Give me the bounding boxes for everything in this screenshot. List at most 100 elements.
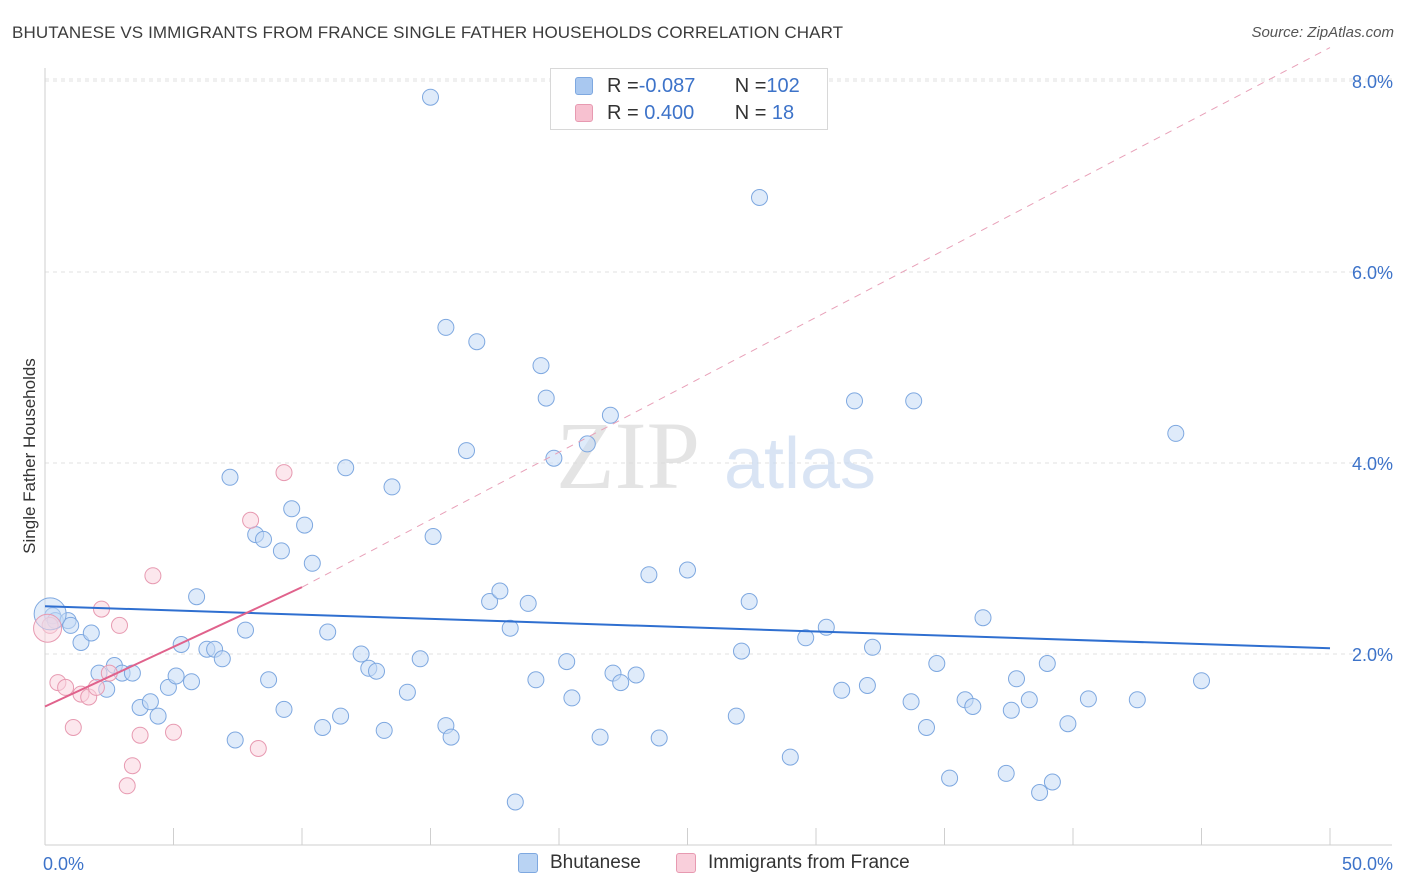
point-bhutanese xyxy=(141,693,159,711)
y-tick-label: 2.0% xyxy=(1352,645,1393,665)
point-bhutanese xyxy=(578,435,596,453)
point-bhutanese xyxy=(149,707,167,725)
point-bhutanese xyxy=(1079,690,1097,708)
point-bhutanese xyxy=(733,642,750,660)
point-bhutanese xyxy=(1193,672,1210,690)
point-bhutanese xyxy=(424,528,442,545)
point-bhutanese xyxy=(319,623,337,641)
legend-r-value: -0.087 xyxy=(638,74,696,97)
point-bhutanese xyxy=(519,594,537,612)
chart-source: Source: ZipAtlas.com xyxy=(1251,24,1394,41)
point-bhutanese xyxy=(858,677,876,694)
point-bhutanese xyxy=(167,667,185,685)
trend-lines xyxy=(44,47,1331,708)
point-france xyxy=(111,616,128,634)
point-bhutanese xyxy=(272,542,290,560)
watermark-atlas: atlas xyxy=(724,424,876,504)
point-bhutanese xyxy=(864,638,881,656)
point-france xyxy=(33,613,63,643)
point-bhutanese xyxy=(501,619,519,637)
point-bhutanese xyxy=(458,442,475,460)
legend-n-value: 18 xyxy=(766,101,795,124)
point-bhutanese xyxy=(255,530,272,548)
point-bhutanese xyxy=(314,719,332,736)
y-tick-label: 4.0% xyxy=(1352,454,1393,474)
trend-line-france-extension xyxy=(301,47,1331,588)
point-bhutanese xyxy=(422,88,439,106)
chart-title: BHUTANESE VS IMMIGRANTS FROM FRANCE SING… xyxy=(12,23,844,42)
watermark: ZIP atlas xyxy=(556,402,876,509)
point-bhutanese xyxy=(506,793,524,811)
legend-swatch-bhutanese xyxy=(518,853,538,873)
point-bhutanese xyxy=(491,582,509,600)
point-bhutanese xyxy=(1020,691,1038,709)
trend-line-france xyxy=(44,586,303,708)
y-axis-label: Single Father Households xyxy=(20,358,39,554)
point-bhutanese xyxy=(1128,691,1146,709)
point-bhutanese xyxy=(221,468,239,486)
point-bhutanese xyxy=(352,645,370,663)
point-bhutanese xyxy=(740,593,758,610)
point-bhutanese xyxy=(398,683,416,701)
point-bhutanese xyxy=(797,629,815,647)
point-bhutanese xyxy=(727,707,745,725)
trend-line-bhutanese xyxy=(44,605,1331,650)
point-bhutanese xyxy=(303,554,321,572)
point-bhutanese xyxy=(918,719,935,736)
y-tick-label: 6.0% xyxy=(1352,263,1393,283)
point-bhutanese xyxy=(1167,424,1185,442)
point-bhutanese xyxy=(679,561,696,579)
point-bhutanese xyxy=(442,728,460,746)
point-bhutanese xyxy=(275,700,293,718)
legend-r-value: 0.400 xyxy=(638,101,695,124)
legend-swatch-bhutanese xyxy=(575,77,593,95)
point-bhutanese xyxy=(781,748,799,766)
legend-n-label: N = xyxy=(734,101,767,124)
point-bhutanese xyxy=(537,389,555,407)
point-bhutanese xyxy=(226,731,244,749)
point-bhutanese xyxy=(375,721,393,739)
point-bhutanese xyxy=(591,728,609,746)
point-bhutanese xyxy=(601,406,619,424)
point-france xyxy=(165,723,182,741)
point-bhutanese xyxy=(612,674,630,692)
point-bhutanese xyxy=(283,500,301,518)
data-points xyxy=(33,88,1210,811)
point-bhutanese xyxy=(337,459,355,477)
point-bhutanese xyxy=(751,189,768,206)
point-bhutanese xyxy=(1008,670,1025,688)
point-bhutanese xyxy=(188,588,206,606)
point-bhutanese xyxy=(1031,784,1049,801)
point-france xyxy=(131,726,149,744)
point-bhutanese xyxy=(383,478,401,496)
point-bhutanese xyxy=(1038,655,1056,672)
point-bhutanese xyxy=(411,650,429,668)
correlation-legend: R = -0.087 N = 102 R = 0.400 N = 18 xyxy=(550,68,828,130)
point-bhutanese xyxy=(1059,715,1077,733)
point-bhutanese xyxy=(1043,773,1061,791)
point-bhutanese xyxy=(437,318,455,336)
legend-r-label: R = xyxy=(607,74,639,97)
point-france xyxy=(249,740,267,757)
legend-row-bhutanese: R = -0.087 N = 102 xyxy=(575,74,800,98)
point-bhutanese xyxy=(1002,701,1020,719)
grid-lines xyxy=(45,78,1392,655)
legend-swatch-france xyxy=(676,853,696,873)
legend-n-value: 102 xyxy=(766,74,800,97)
point-bhutanese xyxy=(532,357,550,375)
legend-label-bhutanese: Bhutanese xyxy=(550,852,641,873)
point-bhutanese xyxy=(558,653,576,671)
point-bhutanese xyxy=(902,693,920,711)
point-bhutanese xyxy=(833,681,851,699)
axes xyxy=(44,68,1392,846)
point-bhutanese xyxy=(332,707,350,725)
x-tick-label: 50.0% xyxy=(1342,854,1393,874)
legend-n-label: N = xyxy=(734,74,767,97)
tick-labels: 2.0% 4.0% 6.0% 8.0% 0.0% 50.0% xyxy=(43,72,1393,874)
legend-item-bhutanese: Bhutanese xyxy=(518,852,641,874)
point-bhutanese xyxy=(82,624,100,642)
point-bhutanese xyxy=(468,333,486,351)
point-bhutanese xyxy=(964,698,982,715)
y-tick-label: 8.0% xyxy=(1352,72,1393,92)
